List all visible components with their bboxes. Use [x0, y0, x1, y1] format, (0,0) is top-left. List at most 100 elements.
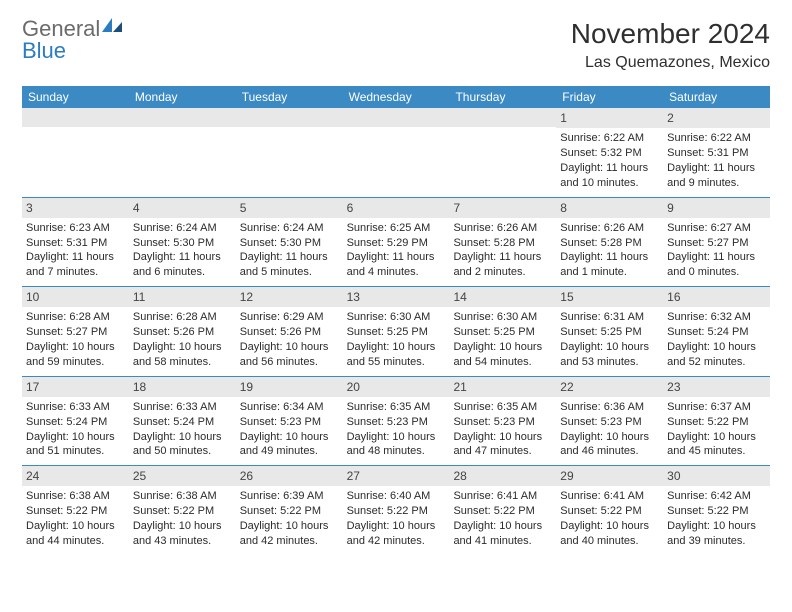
daylight-text: Daylight: 10 hours and 46 minutes.: [560, 430, 659, 460]
day-cell: 9Sunrise: 6:27 AMSunset: 5:27 PMDaylight…: [663, 198, 770, 287]
daylight-text: Daylight: 10 hours and 47 minutes.: [453, 430, 552, 460]
daylight-text: Daylight: 11 hours and 1 minute.: [560, 250, 659, 280]
day-number: 16: [663, 287, 770, 307]
calendar-grid: SundayMondayTuesdayWednesdayThursdayFrid…: [22, 86, 770, 555]
week-row: 24Sunrise: 6:38 AMSunset: 5:22 PMDayligh…: [22, 465, 770, 555]
day-number: 21: [449, 377, 556, 397]
day-cell: 20Sunrise: 6:35 AMSunset: 5:23 PMDayligh…: [343, 377, 450, 466]
sunrise-text: Sunrise: 6:28 AM: [26, 310, 125, 325]
sunset-text: Sunset: 5:32 PM: [560, 146, 659, 161]
day-number: 11: [129, 287, 236, 307]
day-cell: 6Sunrise: 6:25 AMSunset: 5:29 PMDaylight…: [343, 198, 450, 287]
day-cell: 1Sunrise: 6:22 AMSunset: 5:32 PMDaylight…: [556, 108, 663, 197]
day-cell: [236, 108, 343, 197]
day-number: 15: [556, 287, 663, 307]
day-number: 12: [236, 287, 343, 307]
day-cell: [449, 108, 556, 197]
sunset-text: Sunset: 5:22 PM: [347, 504, 446, 519]
day-cell: 21 Sunrise: 6:35 AMSunset: 5:23 PMDayligh…: [449, 377, 556, 466]
sunrise-text: Sunrise: 6:35 AM: [453, 400, 552, 415]
sunrise-text: Sunrise: 6:41 AM: [560, 489, 659, 504]
month-title: November 2024: [571, 18, 770, 50]
sunrise-text: Sunrise: 6:22 AM: [560, 131, 659, 146]
sunrise-text: Sunrise: 6:33 AM: [26, 400, 125, 415]
day-number: 23: [663, 377, 770, 397]
day-header: Monday: [129, 86, 236, 108]
brand-blue: Blue: [22, 38, 66, 63]
day-number: [129, 108, 236, 127]
sunset-text: Sunset: 5:26 PM: [133, 325, 232, 340]
day-number: 7: [449, 198, 556, 218]
sunrise-text: Sunrise: 6:25 AM: [347, 221, 446, 236]
daylight-text: Daylight: 10 hours and 53 minutes.: [560, 340, 659, 370]
daylight-text: Daylight: 11 hours and 5 minutes.: [240, 250, 339, 280]
day-cell: 14Sunrise: 6:30 AMSunset: 5:25 PMDayligh…: [449, 287, 556, 376]
sunset-text: Sunset: 5:24 PM: [133, 415, 232, 430]
sunrise-text: Sunrise: 6:22 AM: [667, 131, 766, 146]
sunset-text: Sunset: 5:28 PM: [560, 236, 659, 251]
day-number: 9: [663, 198, 770, 218]
day-number: 4: [129, 198, 236, 218]
day-cell: [22, 108, 129, 197]
day-number: 22: [556, 377, 663, 397]
sunset-text: Sunset: 5:23 PM: [453, 415, 552, 430]
week-row: 17Sunrise: 6:33 AMSunset: 5:24 PMDayligh…: [22, 376, 770, 466]
day-header-row: SundayMondayTuesdayWednesdayThursdayFrid…: [22, 86, 770, 108]
day-cell: [343, 108, 450, 197]
week-row: 10Sunrise: 6:28 AMSunset: 5:27 PMDayligh…: [22, 286, 770, 376]
sunrise-text: Sunrise: 6:30 AM: [347, 310, 446, 325]
day-header: Friday: [556, 86, 663, 108]
daylight-text: Daylight: 10 hours and 49 minutes.: [240, 430, 339, 460]
daylight-text: Daylight: 10 hours and 48 minutes.: [347, 430, 446, 460]
weeks-container: 1Sunrise: 6:22 AMSunset: 5:32 PMDaylight…: [22, 108, 770, 555]
daylight-text: Daylight: 11 hours and 9 minutes.: [667, 161, 766, 191]
day-number: 8: [556, 198, 663, 218]
sunrise-text: Sunrise: 6:34 AM: [240, 400, 339, 415]
brand-sail-icon: [102, 18, 124, 34]
daylight-text: Daylight: 11 hours and 6 minutes.: [133, 250, 232, 280]
sunset-text: Sunset: 5:25 PM: [453, 325, 552, 340]
sunset-text: Sunset: 5:22 PM: [667, 415, 766, 430]
sunset-text: Sunset: 5:27 PM: [26, 325, 125, 340]
sunset-text: Sunset: 5:22 PM: [133, 504, 232, 519]
daylight-text: Daylight: 10 hours and 51 minutes.: [26, 430, 125, 460]
sunrise-text: Sunrise: 6:37 AM: [667, 400, 766, 415]
daylight-text: Daylight: 10 hours and 42 minutes.: [347, 519, 446, 549]
day-number: 25: [129, 466, 236, 486]
day-cell: 12Sunrise: 6:29 AMSunset: 5:26 PMDayligh…: [236, 287, 343, 376]
day-cell: 8Sunrise: 6:26 AMSunset: 5:28 PMDaylight…: [556, 198, 663, 287]
week-row: 1Sunrise: 6:22 AMSunset: 5:32 PMDaylight…: [22, 108, 770, 197]
day-cell: 30Sunrise: 6:42 AMSunset: 5:22 PMDayligh…: [663, 466, 770, 555]
sunrise-text: Sunrise: 6:40 AM: [347, 489, 446, 504]
daylight-text: Daylight: 10 hours and 41 minutes.: [453, 519, 552, 549]
day-cell: 16Sunrise: 6:32 AMSunset: 5:24 PMDayligh…: [663, 287, 770, 376]
day-cell: 22Sunrise: 6:36 AMSunset: 5:23 PMDayligh…: [556, 377, 663, 466]
day-cell: 11Sunrise: 6:28 AMSunset: 5:26 PMDayligh…: [129, 287, 236, 376]
day-cell: 25Sunrise: 6:38 AMSunset: 5:22 PMDayligh…: [129, 466, 236, 555]
sunrise-text: Sunrise: 6:27 AM: [667, 221, 766, 236]
day-number: 29: [556, 466, 663, 486]
sunrise-text: Sunrise: 6:35 AM: [347, 400, 446, 415]
day-number: 1: [556, 108, 663, 128]
sunrise-text: Sunrise: 6:24 AM: [133, 221, 232, 236]
sunset-text: Sunset: 5:24 PM: [26, 415, 125, 430]
sunrise-text: Sunrise: 6:26 AM: [453, 221, 552, 236]
daylight-text: Daylight: 10 hours and 50 minutes.: [133, 430, 232, 460]
day-cell: 29Sunrise: 6:41 AMSunset: 5:22 PMDayligh…: [556, 466, 663, 555]
sunrise-text: Sunrise: 6:30 AM: [453, 310, 552, 325]
daylight-text: Daylight: 11 hours and 7 minutes.: [26, 250, 125, 280]
day-number: 5: [236, 198, 343, 218]
day-number: 27: [343, 466, 450, 486]
sunrise-text: Sunrise: 6:24 AM: [240, 221, 339, 236]
day-cell: 15Sunrise: 6:31 AMSunset: 5:25 PMDayligh…: [556, 287, 663, 376]
day-number: [22, 108, 129, 127]
sunset-text: Sunset: 5:25 PM: [560, 325, 659, 340]
sunset-text: Sunset: 5:31 PM: [26, 236, 125, 251]
daylight-text: Daylight: 10 hours and 54 minutes.: [453, 340, 552, 370]
day-cell: 26Sunrise: 6:39 AMSunset: 5:22 PMDayligh…: [236, 466, 343, 555]
day-number: 30: [663, 466, 770, 486]
week-row: 3Sunrise: 6:23 AMSunset: 5:31 PMDaylight…: [22, 197, 770, 287]
sunset-text: Sunset: 5:22 PM: [667, 504, 766, 519]
daylight-text: Daylight: 10 hours and 58 minutes.: [133, 340, 232, 370]
sunset-text: Sunset: 5:29 PM: [347, 236, 446, 251]
